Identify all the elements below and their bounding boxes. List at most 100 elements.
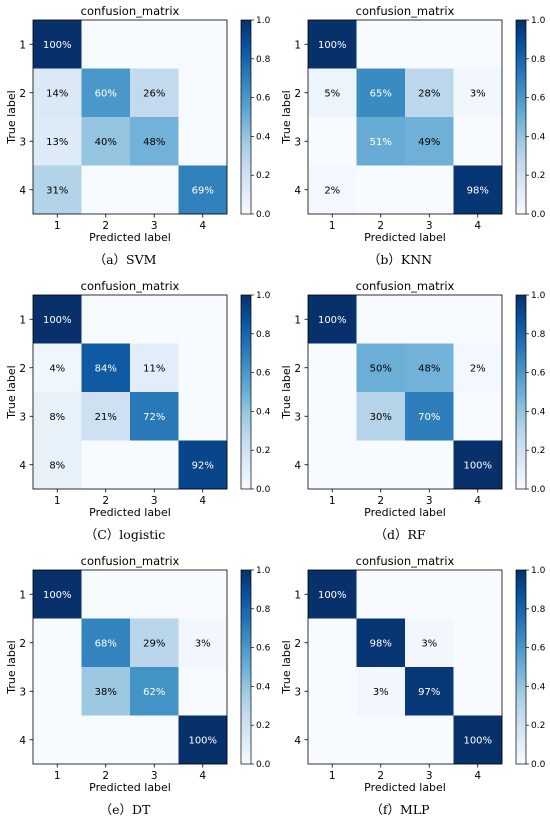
- colorbar-tick-label: 0.0: [256, 210, 271, 220]
- matrix-cell: [33, 295, 82, 344]
- cell-value-label: 3%: [373, 687, 389, 698]
- y-axis-label: True label: [280, 640, 293, 694]
- x-tick-label: 3: [426, 770, 433, 782]
- panel-caption: （b）KNN: [368, 252, 432, 267]
- matrix-cell: [356, 343, 406, 393]
- matrix-cell: [405, 117, 454, 166]
- confusion-matrix-panel: 100% 50% 48% 2% 30% 70% 100% confusion_matrix 1 2…: [280, 279, 546, 542]
- panel-caption: （f）MLP: [370, 802, 429, 817]
- cell-value-label: 4%: [49, 363, 65, 374]
- matrix-cell: [178, 165, 228, 215]
- matrix-cell: [405, 20, 454, 69]
- matrix-cell: [81, 440, 131, 490]
- x-axis-label: Predicted label: [89, 781, 171, 794]
- colorbar-tick-label: 0.8: [256, 605, 271, 615]
- matrix-cell: [308, 570, 357, 619]
- matrix-cell: [405, 295, 454, 344]
- matrix-cell: [453, 570, 503, 619]
- matrix-cell: [81, 295, 131, 344]
- cell-value-label: 60%: [95, 88, 117, 99]
- matrix-cell: [130, 165, 179, 215]
- confusion-matrix-panel: 100% 98% 3% 3% 97% 100% confusion_matrix 1 2 3 4 1 2…: [280, 554, 546, 817]
- cell-value-label: 21%: [95, 412, 117, 423]
- matrix-cell: [308, 165, 357, 215]
- cell-value-label: 40%: [95, 137, 117, 148]
- matrix-cell: [81, 343, 131, 393]
- matrix-cell: [453, 68, 503, 118]
- matrix-cell: [178, 715, 228, 765]
- matrix-cell: [130, 440, 179, 490]
- colorbar-tick-label: 1.0: [531, 566, 546, 576]
- cell-value-label: 2%: [470, 363, 486, 374]
- colorbar-tick-label: 1.0: [256, 16, 271, 26]
- x-tick-label: 3: [426, 220, 433, 232]
- confusion-matrix-panel: 100% 68% 29% 3% 38% 62% 100% confusion_matrix 1 2…: [5, 554, 271, 817]
- y-tick-label: 1: [294, 314, 301, 326]
- colorbar-tick-label: 0.4: [256, 407, 271, 417]
- colorbar-tick-label: 0.2: [531, 171, 545, 181]
- x-tick-label: 1: [329, 220, 336, 232]
- x-tick-label: 4: [474, 770, 481, 782]
- cell-value-label: 72%: [143, 412, 165, 423]
- cell-value-label: 50%: [370, 363, 392, 374]
- matrix-cell: [453, 618, 503, 668]
- y-tick-label: 4: [294, 185, 301, 197]
- colorbar: [240, 19, 252, 215]
- matrix-cell: [33, 20, 82, 69]
- colorbar: [515, 19, 527, 215]
- y-tick-label: 4: [294, 735, 301, 747]
- matrix-cell: [405, 392, 454, 441]
- matrix-cell: [33, 68, 82, 118]
- y-tick-label: 4: [294, 460, 301, 472]
- cell-value-label: 26%: [143, 88, 165, 99]
- matrix-cell: [130, 570, 179, 619]
- matrix-cell: [308, 618, 357, 668]
- colorbar-tick-label: 0.4: [531, 682, 546, 692]
- matrix-cell: [356, 68, 406, 118]
- cell-value-label: 65%: [370, 88, 392, 99]
- matrix-cell: [33, 117, 82, 166]
- matrix-cell: [356, 618, 406, 668]
- colorbar-tick-label: 0.8: [256, 330, 271, 340]
- y-axis-label: True label: [5, 640, 18, 694]
- x-tick-label: 2: [102, 495, 109, 507]
- chart-title: confusion_matrix: [356, 554, 455, 568]
- matrix-cell: [308, 715, 357, 765]
- colorbar-tick-label: 0.4: [531, 407, 546, 417]
- colorbar-tick-label: 0.8: [531, 55, 546, 65]
- matrix-cell: [356, 570, 406, 619]
- colorbar-tick-label: 0.4: [256, 132, 271, 142]
- chart-title: confusion_matrix: [356, 279, 455, 293]
- y-tick-label: 2: [19, 638, 26, 650]
- cell-value-label: 92%: [192, 460, 214, 471]
- cell-value-label: 100%: [463, 460, 492, 471]
- matrix-cell: [130, 618, 179, 668]
- matrix-cell: [453, 667, 503, 716]
- confusion-matrix-panel: 100% 5% 65% 28% 3% 51% 49% 2% 98% confusion_matri…: [280, 4, 546, 267]
- matrix-cell: [33, 440, 82, 490]
- x-tick-label: 4: [474, 495, 481, 507]
- matrix-cell: [178, 667, 228, 716]
- cell-value-label: 28%: [418, 88, 440, 99]
- chart-title: confusion_matrix: [81, 4, 180, 18]
- y-tick-label: 3: [19, 136, 26, 148]
- colorbar-tick-label: 0.8: [531, 330, 546, 340]
- y-tick-label: 4: [19, 735, 26, 747]
- matrix-cell: [356, 392, 406, 441]
- y-axis-label: True label: [5, 90, 18, 144]
- axes-frame: [32, 19, 228, 215]
- cell-value-label: 29%: [143, 638, 165, 649]
- cell-value-label: 3%: [421, 638, 437, 649]
- cell-value-label: 70%: [418, 412, 440, 423]
- colorbar-tick-label: 0.4: [256, 682, 271, 692]
- y-axis-label: True label: [280, 90, 293, 144]
- matrix-cell: [81, 570, 131, 619]
- colorbar-tick-label: 0.0: [256, 760, 271, 770]
- y-tick-label: 1: [19, 39, 26, 51]
- matrix-cell: [178, 570, 228, 619]
- matrix-cell: [405, 68, 454, 118]
- y-tick-label: 1: [294, 589, 301, 601]
- matrix-cell: [130, 117, 179, 166]
- colorbar-tick-label: 0.0: [531, 760, 546, 770]
